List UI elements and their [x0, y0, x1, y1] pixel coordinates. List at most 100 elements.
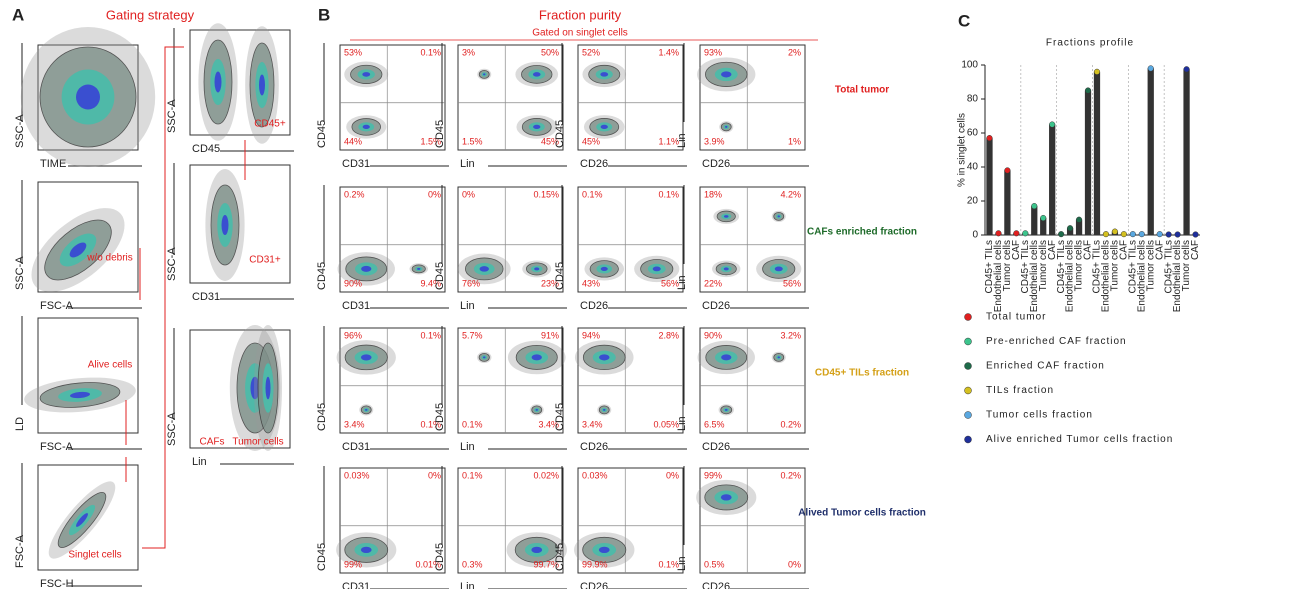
gate-label: Singlet cells	[68, 550, 121, 561]
replicate-dot	[1193, 232, 1199, 238]
y-axis-label: CD45	[554, 120, 566, 148]
quadrant-percent: 0%	[428, 470, 441, 480]
row-label: CD45+ TILs fraction	[815, 368, 909, 379]
quadrant-percent: 0.02%	[533, 470, 559, 480]
density-peak	[532, 354, 542, 360]
quadrant-percent: 0.1%	[582, 189, 603, 199]
x-axis-label: CD31	[342, 300, 370, 312]
panel-subtitle: Gated on singlet cells	[532, 28, 628, 39]
legend-marker	[965, 314, 972, 321]
density-peak	[724, 215, 729, 218]
legend-marker	[965, 338, 972, 345]
density-peak	[725, 409, 728, 411]
x-axis-label: CD31	[342, 441, 370, 453]
legend-label: Alive enriched Tumor cells fraction	[986, 434, 1173, 445]
quadrant-percent: 90%	[344, 278, 362, 288]
density-peak	[531, 547, 542, 553]
y-tick-label: 100	[961, 60, 978, 71]
x-axis-label: CD26	[702, 581, 730, 589]
x-axis-label: FSC-A	[40, 300, 74, 312]
replicate-dot	[1049, 122, 1055, 128]
legend-marker	[965, 387, 972, 394]
replicate-dot	[1076, 217, 1082, 223]
y-tick-label: 0	[972, 230, 978, 241]
y-axis-label: SSC-A	[14, 256, 26, 290]
quadrant-percent: 94%	[582, 330, 600, 340]
quadrant-percent: 1%	[788, 136, 801, 146]
quadrant-percent: 4.2%	[780, 189, 801, 199]
quadrant-percent: 0.1%	[462, 419, 483, 429]
y-axis-label: CD45	[316, 403, 328, 431]
replicate-dot	[1175, 232, 1181, 238]
y-axis-label: CD45	[554, 403, 566, 431]
quadrant-percent: 0.5%	[704, 559, 725, 569]
x-axis-label: CD26	[580, 581, 608, 589]
density-peak	[363, 125, 370, 129]
quadrant-percent: 2%	[788, 47, 801, 57]
density-peak	[259, 75, 265, 96]
y-axis-label: CD45	[316, 120, 328, 148]
quadrant-percent: 99.9%	[582, 559, 608, 569]
density-peak	[600, 72, 608, 77]
y-axis-label: Lin	[676, 556, 688, 571]
quadrant-percent: 0%	[788, 559, 801, 569]
legend-label: Tumor cells fraction	[986, 410, 1093, 421]
quadrant-percent: 0%	[428, 189, 441, 199]
density-peak	[222, 215, 229, 235]
panel-title: Fraction purity	[539, 7, 622, 22]
quadrant-percent: 0.03%	[344, 470, 370, 480]
y-axis-label: Lin	[676, 133, 688, 148]
x-axis-label: CD26	[702, 441, 730, 453]
density-peak	[365, 409, 368, 411]
gate-label: Alive cells	[88, 360, 132, 371]
x-axis-label: CD45	[192, 143, 220, 155]
quadrant-percent: 0.2%	[780, 470, 801, 480]
density-peak	[778, 215, 781, 217]
y-axis-label: CD45	[434, 120, 446, 148]
density-peak	[721, 494, 732, 500]
density-peak	[601, 267, 608, 271]
x-axis-label: CD26	[702, 300, 730, 312]
quadrant-percent: 0%	[666, 470, 679, 480]
quadrant-percent: 5.7%	[462, 330, 483, 340]
panel-letter: B	[318, 5, 330, 24]
replicate-dot	[1023, 231, 1029, 237]
y-axis-label: CD45	[434, 403, 446, 431]
quadrant-percent: 0.03%	[582, 470, 608, 480]
replicate-dot	[1094, 69, 1100, 75]
bar	[1183, 69, 1189, 235]
quadrant-percent: 93%	[704, 47, 722, 57]
replicate-dot	[1184, 66, 1190, 72]
y-tick-label: 80	[967, 94, 979, 105]
density-peak	[721, 354, 731, 360]
x-axis-label: Lin	[192, 456, 207, 468]
quadrant-percent: 50%	[541, 47, 559, 57]
y-tick-label: 20	[967, 196, 979, 207]
y-axis-label: CD45	[316, 543, 328, 571]
y-axis-label: LD	[14, 417, 26, 431]
x-axis-label: Lin	[460, 581, 475, 589]
density-peak	[778, 356, 781, 358]
density-peak	[533, 72, 541, 76]
y-axis-label: CD45	[554, 543, 566, 571]
replicate-dot	[1040, 215, 1046, 221]
density-peak	[724, 267, 729, 270]
replicate-dot	[1014, 231, 1020, 237]
density-peak	[361, 354, 372, 360]
quadrant-percent: 3.4%	[344, 419, 365, 429]
row-label: Total tumor	[835, 85, 889, 96]
quadrant-percent: 1.5%	[462, 136, 483, 146]
legend-label: TILs fraction	[986, 385, 1054, 396]
quadrant-percent: 96%	[344, 330, 362, 340]
quadrant-percent: 3.9%	[704, 136, 725, 146]
quadrant-percent: 2.8%	[658, 330, 679, 340]
quadrant-percent: 44%	[344, 136, 362, 146]
gate-label: CD45+	[254, 119, 286, 130]
replicate-dot	[1031, 203, 1037, 209]
y-axis-label: FSC-A	[14, 534, 26, 568]
density-peak	[483, 73, 486, 75]
replicate-dot	[1103, 231, 1109, 237]
x-tick-label: CAF	[1190, 240, 1201, 260]
quadrant-percent: 1.4%	[658, 47, 679, 57]
x-axis-label: CD26	[702, 158, 730, 170]
